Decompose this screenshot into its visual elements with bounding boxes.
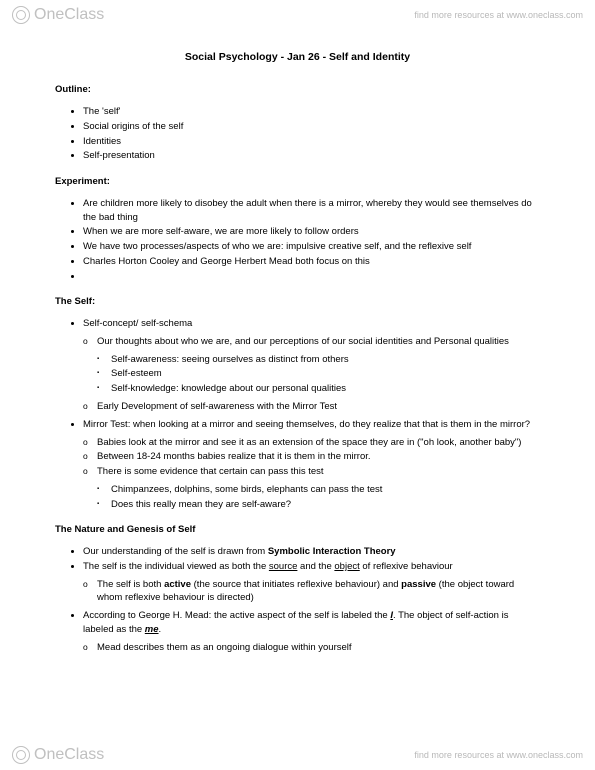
list-item: Charles Horton Cooley and George Herbert… [83, 255, 540, 269]
list-item: There is some evidence that certain can … [97, 465, 540, 479]
list-item: Identities [83, 135, 540, 149]
text: According to George H. Mead: the active … [83, 610, 390, 621]
list-item: When we are more self-aware, we are more… [83, 225, 540, 239]
list-item: Self-awareness: seeing ourselves as dist… [111, 353, 540, 367]
self-sub1a: Self-awareness: seeing ourselves as dist… [55, 353, 540, 396]
text-bold: passive [401, 579, 436, 590]
header-watermark: OneClass find more resources at www.onec… [0, 0, 595, 30]
footer-watermark: OneClass find more resources at www.onec… [0, 740, 595, 770]
list-item: Self-concept/ self-schema [83, 317, 540, 331]
list-item: Our understanding of the self is drawn f… [83, 545, 540, 559]
outline-list: The 'self' Social origins of the self Id… [55, 105, 540, 163]
list-item: According to George H. Mead: the active … [83, 609, 540, 637]
list-item: Self-esteem [111, 367, 540, 381]
text: The self is both [97, 579, 164, 590]
list-item: Self-presentation [83, 149, 540, 163]
nature-sub2: Mead describes them as an ongoing dialog… [55, 641, 540, 655]
brand-logo-bottom: OneClass [12, 746, 104, 764]
self-list2: Mirror Test: when looking at a mirror an… [55, 418, 540, 432]
logo-icon [12, 6, 30, 24]
list-item: We have two processes/aspects of who we … [83, 240, 540, 254]
list-item: Between 18-24 months babies realize that… [97, 450, 540, 464]
self-head: The Self: [55, 295, 540, 309]
list-item: Chimpanzees, dolphins, some birds, eleph… [111, 483, 540, 497]
text-ul: source [269, 561, 298, 572]
document-body: Social Psychology - Jan 26 - Self and Id… [0, 0, 595, 698]
text: (the source that initiates reflexive beh… [191, 579, 401, 590]
nature-list: Our understanding of the self is drawn f… [55, 545, 540, 574]
list-item: Social origins of the self [83, 120, 540, 134]
resources-link-bottom: find more resources at www.oneclass.com [414, 750, 583, 760]
text-bold: active [164, 579, 191, 590]
experiment-list: Are children more likely to disobey the … [55, 197, 540, 284]
nature-sub1: The self is both active (the source that… [55, 578, 540, 606]
list-item: Our thoughts about who we are, and our p… [97, 335, 540, 349]
logo-icon [12, 746, 30, 764]
list-item: The 'self' [83, 105, 540, 119]
list-item: The self is both active (the source that… [97, 578, 540, 606]
list-item: Does this really mean they are self-awar… [111, 498, 540, 512]
nature-head: The Nature and Genesis of Self [55, 523, 540, 537]
text: of reflexive behaviour [360, 561, 453, 572]
self-sub1b: Early Development of self-awareness with… [55, 400, 540, 414]
text: Our understanding of the self is drawn f… [83, 546, 268, 557]
text-me: me [145, 624, 159, 635]
self-sub2: Babies look at the mirror and see it as … [55, 436, 540, 479]
list-item: Self-knowledge: knowledge about our pers… [111, 382, 540, 396]
self-list: Self-concept/ self-schema [55, 317, 540, 331]
list-item: The self is the individual viewed as bot… [83, 560, 540, 574]
text-ul: object [334, 561, 359, 572]
doc-title: Social Psychology - Jan 26 - Self and Id… [55, 50, 540, 65]
resources-link-top: find more resources at www.oneclass.com [414, 10, 583, 20]
text: The self is the individual viewed as bot… [83, 561, 269, 572]
experiment-head: Experiment: [55, 175, 540, 189]
text: and the [297, 561, 334, 572]
brand-logo: OneClass [12, 6, 104, 24]
nature-list2: According to George H. Mead: the active … [55, 609, 540, 637]
outline-head: Outline: [55, 83, 540, 97]
brand-name: OneClass [34, 746, 104, 764]
list-item: Mead describes them as an ongoing dialog… [97, 641, 540, 655]
list-item [83, 270, 540, 284]
text: . [159, 624, 162, 635]
list-item: Are children more likely to disobey the … [83, 197, 540, 225]
self-sub1: Our thoughts about who we are, and our p… [55, 335, 540, 349]
list-item: Babies look at the mirror and see it as … [97, 436, 540, 450]
list-item: Early Development of self-awareness with… [97, 400, 540, 414]
self-sub2a: Chimpanzees, dolphins, some birds, eleph… [55, 483, 540, 512]
text-bold: Symbolic Interaction Theory [268, 546, 396, 557]
brand-name: OneClass [34, 6, 104, 24]
list-item: Mirror Test: when looking at a mirror an… [83, 418, 540, 432]
